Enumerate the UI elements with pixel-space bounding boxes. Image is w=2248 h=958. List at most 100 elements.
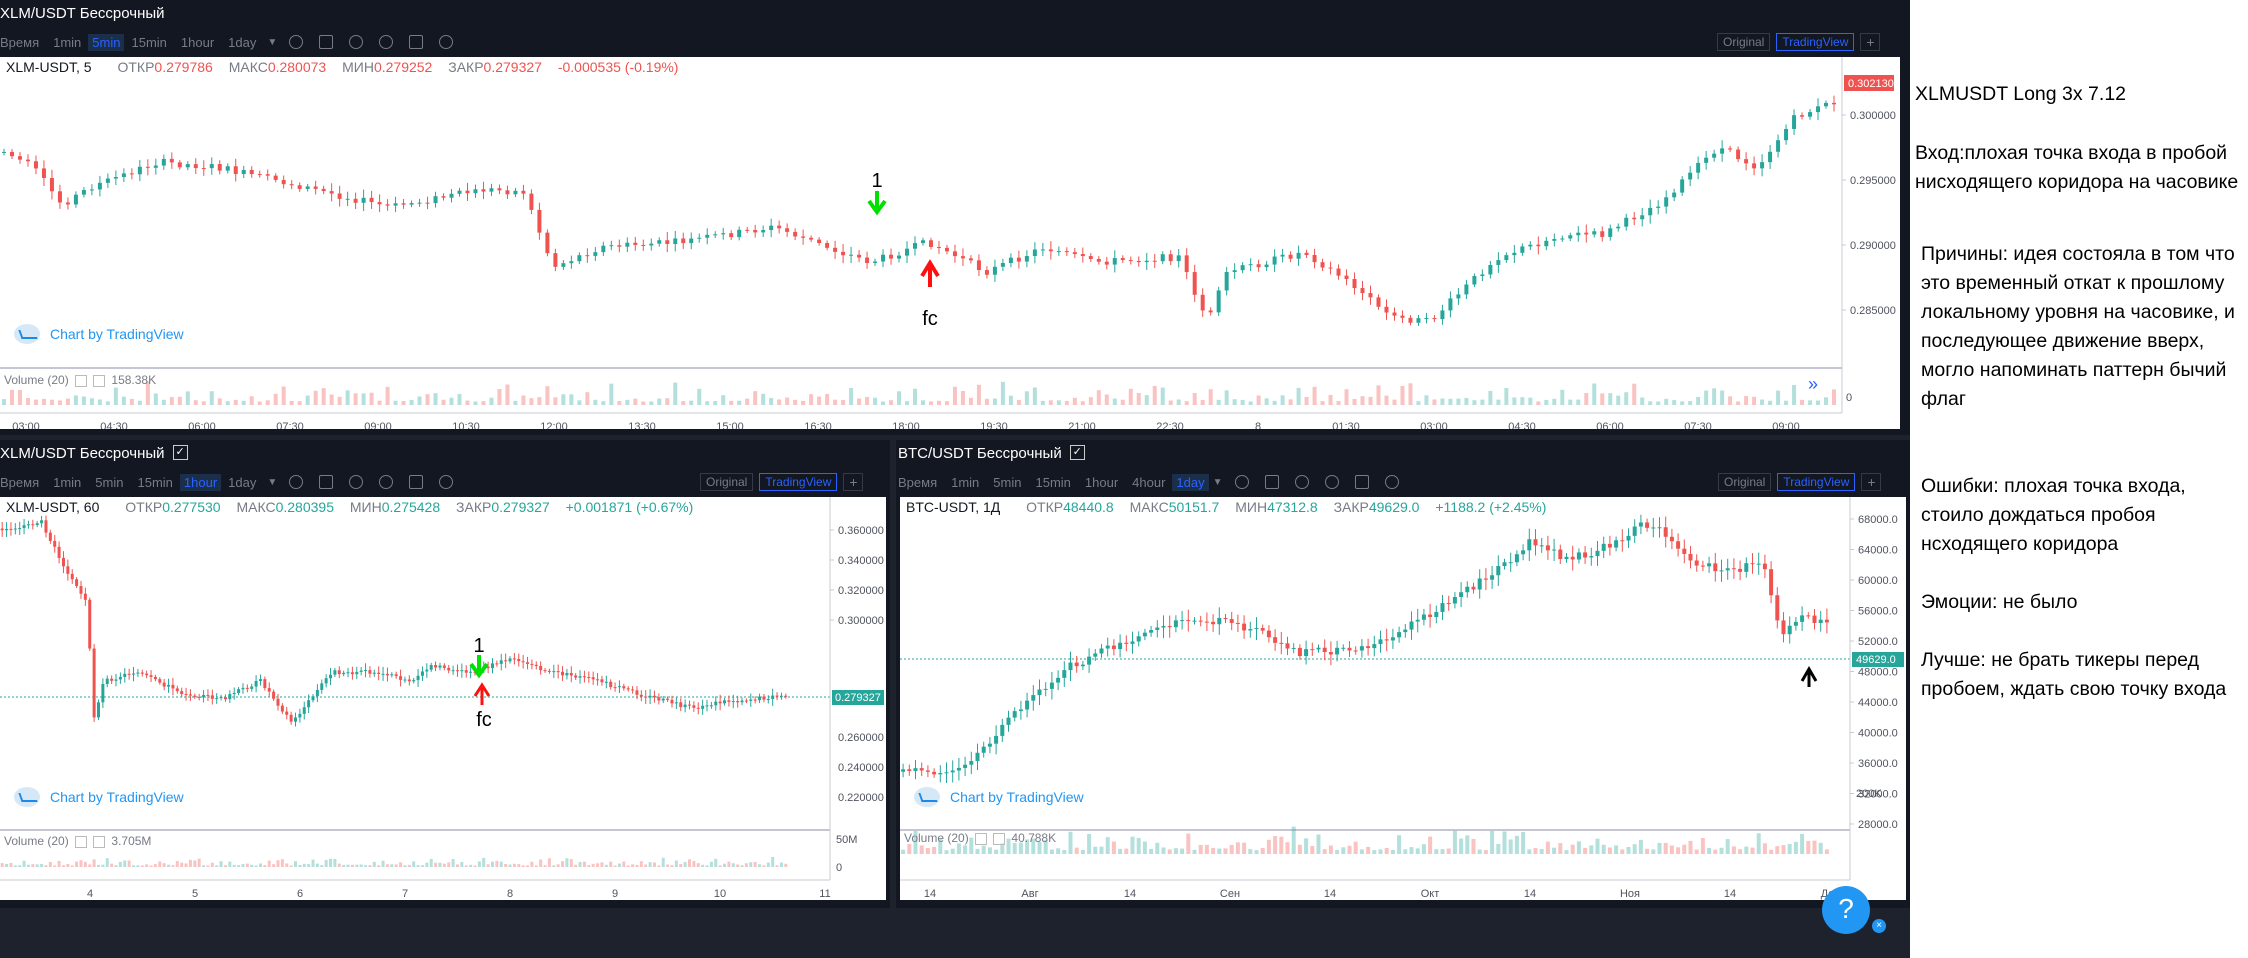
tradingview-button[interactable]: TradingView xyxy=(1777,473,1856,491)
volume-bar xyxy=(285,863,289,867)
top-price-chart[interactable]: 0.300000 0.295000 0.290000 0.285000 03:00 04:… xyxy=(0,57,1900,429)
bottom-left-chart-area[interactable]: 0.360000 0.340000 0.320000 0.300000 4 5 6 7 8 9 10… xyxy=(0,497,886,900)
close-help-icon[interactable]: × xyxy=(1872,919,1886,933)
add-indicator-icon[interactable] xyxy=(1234,475,1249,489)
tradingview-logo-icon xyxy=(14,324,40,344)
symbol-label[interactable]: BTC-USDT, 1Д xyxy=(906,499,1001,515)
panel-checkbox[interactable]: ✓ xyxy=(1069,444,1085,460)
candle-body xyxy=(881,254,886,262)
notes-better: Лучше: не брать тикеры перед пробоем, жд… xyxy=(1921,649,2227,700)
chart-type-icon[interactable] xyxy=(319,475,334,489)
screenshot-icon[interactable] xyxy=(1354,475,1369,489)
chevron-down-icon[interactable]: ▼ xyxy=(1212,476,1223,488)
panel-title-text: XLM/USDT Бессрочный xyxy=(0,445,165,462)
candle-body xyxy=(1434,611,1439,618)
candle-body xyxy=(1539,545,1544,547)
tf-5min[interactable]: 5min xyxy=(993,474,1022,490)
screenshot-icon[interactable] xyxy=(409,35,424,49)
tf-15min[interactable]: 15min xyxy=(1035,474,1071,490)
close-volume-icon[interactable] xyxy=(993,832,1006,845)
tf-1min[interactable]: 1min xyxy=(53,474,82,490)
undo-icon[interactable] xyxy=(1384,475,1399,489)
clock-icon[interactable] xyxy=(379,35,394,49)
tradingview-button[interactable]: TradingView xyxy=(1776,33,1855,51)
clock-icon[interactable] xyxy=(1324,475,1339,489)
tf-1min[interactable]: 1min xyxy=(951,474,980,490)
symbol-label[interactable]: XLM-USDT, 60 xyxy=(6,499,100,515)
tf-1day[interactable]: 1day xyxy=(1172,473,1209,491)
volume-bar xyxy=(593,399,598,405)
tradingview-watermark[interactable]: Chart by TradingView xyxy=(914,787,1084,807)
tf-5min[interactable]: 5min xyxy=(88,33,125,51)
panel-checkbox[interactable]: ✓ xyxy=(172,444,188,460)
tf-time[interactable]: Время xyxy=(898,474,938,490)
settings-icon[interactable] xyxy=(349,35,364,49)
undo-icon[interactable] xyxy=(439,35,454,49)
hide-volume-icon[interactable] xyxy=(975,832,988,845)
help-button[interactable]: ? xyxy=(1822,886,1870,934)
candle-body xyxy=(315,689,319,697)
volume-bar xyxy=(737,400,742,405)
candle-body xyxy=(1552,239,1557,241)
candle-body xyxy=(1731,568,1736,570)
chevron-down-icon[interactable]: ▼ xyxy=(267,476,278,488)
original-button[interactable]: Original xyxy=(700,473,754,491)
volume-bar xyxy=(913,830,918,854)
candle-body xyxy=(1136,636,1141,642)
candle-body xyxy=(1488,264,1493,275)
volume-bar xyxy=(1104,394,1109,405)
hide-volume-icon[interactable] xyxy=(75,374,88,387)
screenshot-icon[interactable] xyxy=(409,475,424,489)
tf-4hour[interactable]: 4hour xyxy=(1132,474,1166,490)
add-indicator-icon[interactable] xyxy=(289,35,304,49)
original-button[interactable]: Original xyxy=(1717,33,1771,51)
bottom-right-price-chart[interactable]: 68000.0 64000.0 60000.0 56000.0 52000.0 48000… xyxy=(900,497,1906,900)
clock-icon[interactable] xyxy=(379,475,394,489)
timeframe-toolbar: Время 1min 5min 15min 1hour 1day ▼ xyxy=(0,30,461,54)
tf-15min[interactable]: 15min xyxy=(131,34,167,50)
tf-1hour[interactable]: 1hour xyxy=(1084,474,1119,490)
close-volume-icon[interactable] xyxy=(93,374,106,387)
candle-body xyxy=(543,670,547,672)
candle-body xyxy=(534,664,538,667)
volume-bar xyxy=(210,862,214,867)
undo-icon[interactable] xyxy=(439,475,454,489)
symbol-label[interactable]: XLM-USDT, 5 xyxy=(6,59,92,75)
candle-body xyxy=(1168,254,1173,262)
add-indicator-icon[interactable] xyxy=(289,475,304,489)
settings-icon[interactable] xyxy=(349,475,364,489)
tf-1hour[interactable]: 1hour xyxy=(179,473,222,491)
settings-icon[interactable] xyxy=(1294,475,1309,489)
tf-1min[interactable]: 1min xyxy=(53,34,82,50)
price-tick-label: 40000.0 xyxy=(1858,728,1898,740)
red-arrow-up-icon xyxy=(920,259,940,287)
tf-1hour[interactable]: 1hour xyxy=(180,34,215,50)
tf-time[interactable]: Время xyxy=(0,34,40,50)
tradingview-watermark[interactable]: Chart by TradingView xyxy=(14,787,184,807)
add-chart-button[interactable]: + xyxy=(843,473,864,491)
add-chart-button[interactable]: + xyxy=(1860,33,1881,51)
original-button[interactable]: Original xyxy=(1718,473,1772,491)
tf-1day[interactable]: 1day xyxy=(228,34,257,50)
chevron-down-icon[interactable]: ▼ xyxy=(267,36,278,48)
tf-1day[interactable]: 1day xyxy=(228,474,257,490)
add-chart-button[interactable]: + xyxy=(1861,473,1882,491)
tradingview-button[interactable]: TradingView xyxy=(759,473,838,491)
volume-bar xyxy=(161,399,166,405)
top-chart-area[interactable]: 0.300000 0.295000 0.290000 0.285000 03:00 04:… xyxy=(0,57,1900,429)
tf-time[interactable]: Время xyxy=(0,474,40,490)
tradingview-watermark[interactable]: Chart by TradingView xyxy=(14,324,184,344)
close-volume-icon[interactable] xyxy=(93,835,106,848)
tf-5min[interactable]: 5min xyxy=(95,474,124,490)
bottom-right-chart-area[interactable]: 68000.0 64000.0 60000.0 56000.0 52000.0 48000… xyxy=(900,497,1906,900)
candle-body xyxy=(1024,256,1029,262)
hide-volume-icon[interactable] xyxy=(75,835,88,848)
volume-bar xyxy=(1421,844,1426,854)
volume-bar xyxy=(987,847,992,854)
tf-15min[interactable]: 15min xyxy=(137,474,173,490)
chart-type-icon[interactable] xyxy=(1264,475,1279,489)
candle-body xyxy=(495,663,499,665)
candle-body xyxy=(403,679,407,681)
chart-type-icon[interactable] xyxy=(319,35,334,49)
